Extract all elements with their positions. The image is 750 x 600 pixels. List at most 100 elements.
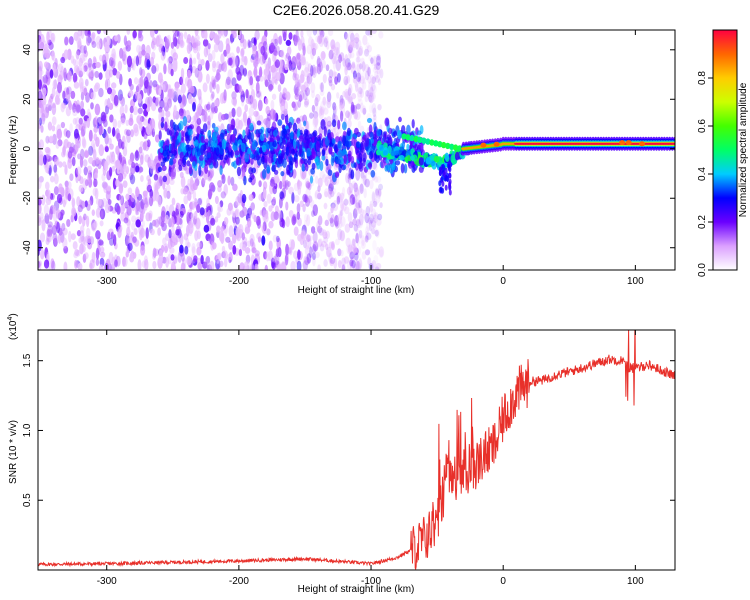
spectrogram-cell [54, 94, 60, 105]
spectrogram-cell [52, 133, 57, 145]
spectrogram-cell [355, 141, 360, 149]
spectrogram-cell [314, 102, 319, 114]
spectrogram-cell [329, 189, 335, 198]
spectrogram-cell [200, 254, 204, 265]
spectrogram-cell [371, 219, 377, 228]
spectrogram-cell [403, 163, 408, 174]
spectrogram-cell [225, 37, 230, 47]
spectrogram-cell [121, 204, 126, 211]
spectrogram-cell [333, 144, 338, 154]
spectrogram-cell [258, 66, 263, 78]
spectrogram-cell [330, 45, 336, 52]
spectrogram-cell [355, 189, 361, 201]
spectrogram-cell [257, 236, 262, 243]
spectrogram-cell [128, 158, 132, 166]
spectrogram-cell [433, 155, 440, 163]
spectrogram-cell [298, 180, 302, 190]
spectrogram-cell [45, 148, 51, 160]
spectrogram-cell [92, 187, 97, 197]
spectrogram-cell [279, 180, 283, 190]
spectrogram-cell [300, 158, 304, 165]
spectrogram-cell [189, 57, 193, 68]
spectrogram-cell [347, 111, 352, 121]
spectrogram-cell [99, 251, 106, 258]
spectrogram-cell [185, 144, 191, 152]
spectrogram-cell [299, 73, 305, 84]
spectrogram-cell [355, 232, 359, 244]
spectrogram-cell [371, 30, 377, 34]
spectrogram-cell [304, 245, 310, 256]
spectrogram-cell [132, 60, 136, 71]
spectrogram-cell [51, 116, 57, 126]
spectrogram-cell [62, 90, 66, 100]
spectrogram-cell [337, 149, 343, 160]
spectrogram-cell [343, 256, 350, 264]
spectrogram-cell [366, 219, 371, 232]
spectrogram-cell [347, 244, 353, 254]
spectrogram-cell [211, 242, 217, 250]
spectrogram-cell [170, 142, 176, 154]
spectrogram-cell [50, 32, 56, 42]
spectrogram-cell [157, 196, 162, 208]
spectrogram-cell [364, 137, 370, 147]
spectrogram-cell [241, 193, 247, 204]
spectrogram-cell [46, 155, 52, 162]
spectrogram-cell [288, 143, 294, 154]
spectrogram-cell [248, 177, 253, 183]
spectrogram-cell [328, 252, 333, 265]
spectrogram-cell [273, 153, 277, 163]
spectrogram-cell [362, 157, 366, 167]
spectrogram-cell [358, 152, 363, 163]
spectrogram-cell [186, 37, 191, 44]
spectrogram-cell [132, 106, 139, 116]
spectrogram-cell [272, 55, 277, 63]
spectrogram-cell [209, 260, 215, 270]
spectrogram-cell [139, 115, 145, 123]
spectrogram-cell [41, 219, 46, 232]
spectrogram-cell [362, 134, 367, 140]
spectrogram-cell [323, 202, 328, 210]
snr-multiplier-base: (x10 [8, 320, 19, 340]
spectrogram-cell [125, 233, 130, 243]
spectrogram-cell [259, 133, 265, 142]
spectrogram-cell [349, 39, 355, 48]
spectrogram-cell [368, 92, 374, 104]
spectrogram-cell [349, 40, 355, 53]
spectrogram-cell [137, 259, 142, 270]
spectrogram-cell [47, 221, 53, 228]
spectrogram-cell [66, 141, 72, 149]
spectrogram-cell [306, 214, 311, 227]
spectrogram-cell [213, 126, 219, 133]
spectrogram-cell [79, 155, 84, 168]
spectrogram-cell [370, 145, 375, 153]
spectrogram-cell [39, 38, 43, 51]
spectrogram-cell [324, 219, 329, 227]
spectrogram-cell [303, 255, 309, 265]
spectrogram-cell [317, 264, 321, 270]
spectrogram-cell [47, 121, 53, 131]
spectrogram-cell [328, 146, 333, 155]
spectrogram-cell [261, 35, 267, 47]
spectrogram-cell [333, 105, 338, 113]
spectrogram-cell [296, 260, 302, 270]
spectrogram-cell [433, 140, 439, 147]
spectrogram-cell [340, 249, 344, 257]
spectrogram-cell [291, 101, 296, 109]
spectrogram-cell [38, 60, 43, 72]
spectrogram-cell [74, 249, 80, 257]
spectrogram-cell [353, 182, 358, 193]
spectrogram-cell [175, 83, 179, 91]
spectrogram-cell [312, 111, 319, 119]
spectrogram-cell [63, 245, 69, 254]
spectrogram-cell [90, 139, 96, 152]
spectrogram-cell [326, 115, 332, 126]
spectrogram-cell [73, 81, 80, 89]
spectrogram-cell [86, 227, 91, 238]
spectrogram-cell [293, 182, 299, 192]
spectrogram-cell [83, 50, 89, 58]
spectrogram-cell [94, 82, 101, 90]
snr-xlabel: Height of straight line (km) [298, 584, 415, 595]
spectrogram-cell [218, 63, 223, 73]
spectrogram-cell [239, 262, 245, 270]
